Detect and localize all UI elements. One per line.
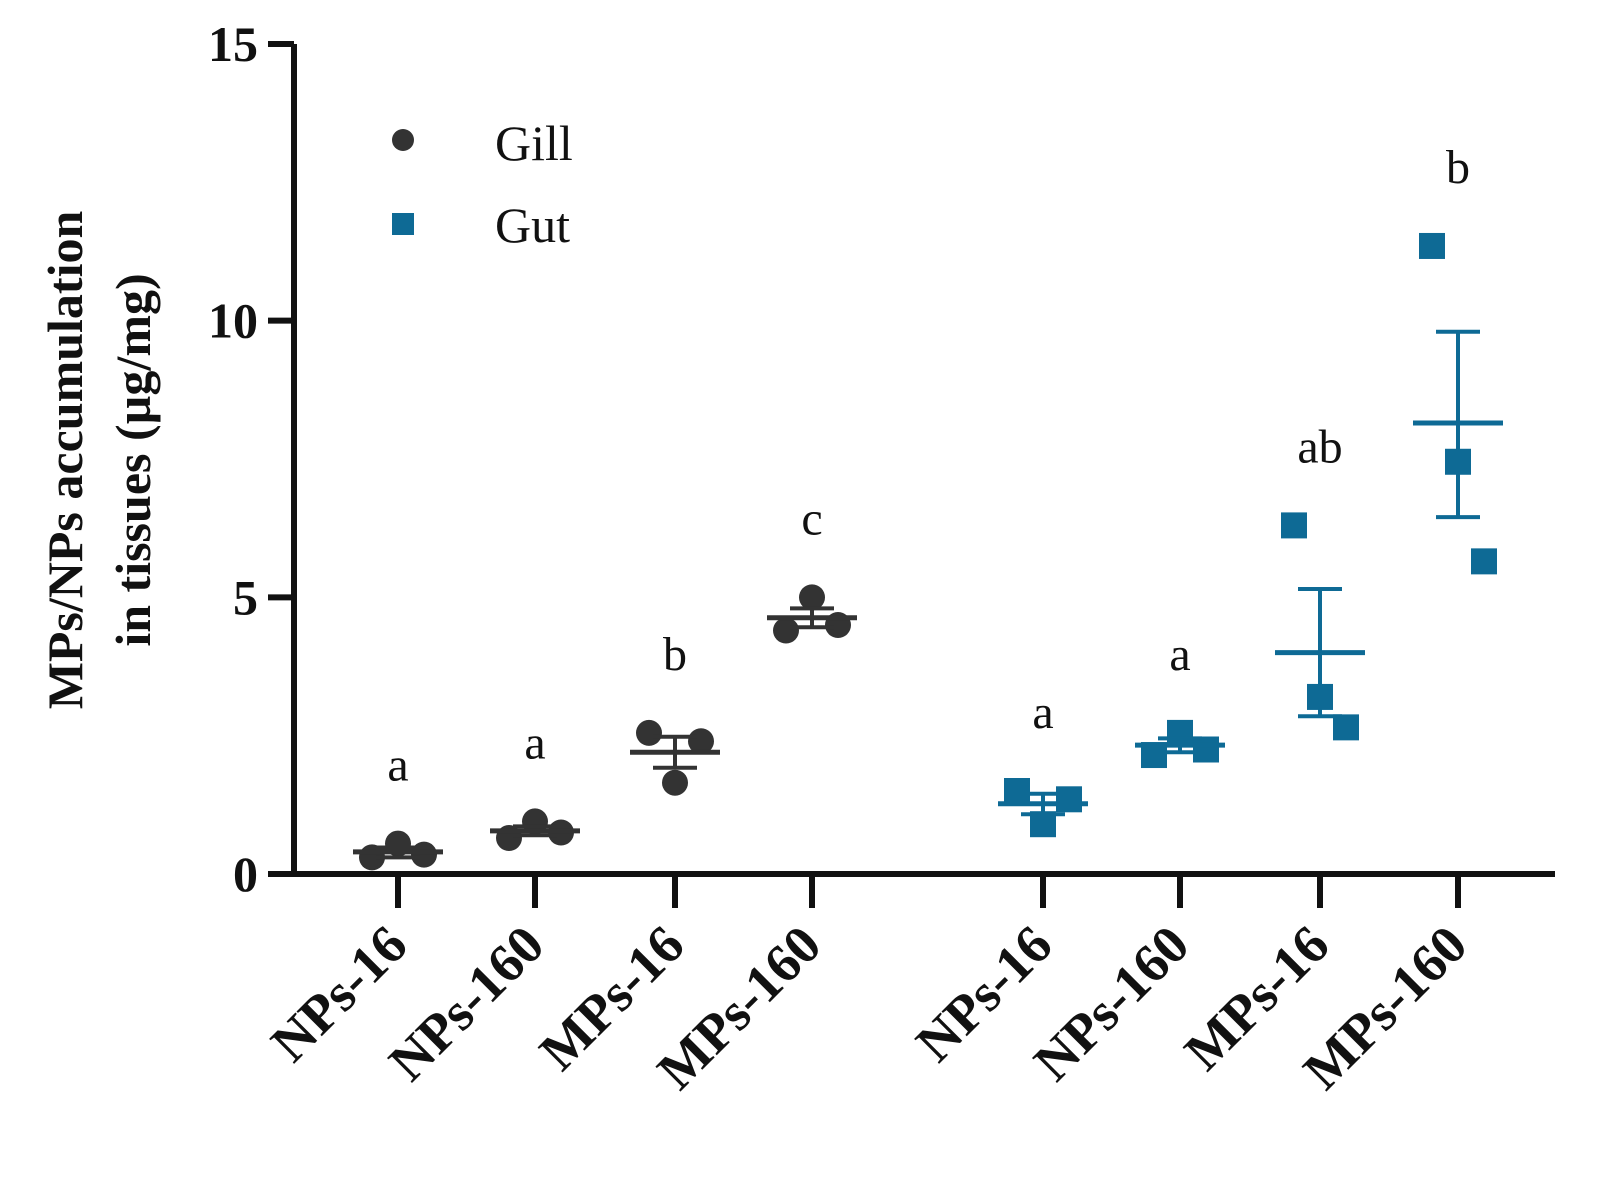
data-point-gut <box>1281 512 1307 539</box>
data-point-gut <box>1004 778 1030 804</box>
significance-label: a <box>1169 628 1190 681</box>
y-tick-label: 10 <box>208 293 258 349</box>
significance-label: a <box>387 739 408 792</box>
y-tick-label: 0 <box>233 846 258 902</box>
data-point-gill <box>799 584 825 611</box>
y-tick-label: 15 <box>208 16 258 72</box>
significance-label: a <box>1032 686 1053 739</box>
data-point-gill <box>636 719 662 746</box>
legend: Gill Gut <box>392 115 573 253</box>
legend-marker-gill <box>392 129 414 151</box>
x-tick-label: NPs-160 <box>1022 914 1200 1092</box>
legend-marker-gut <box>392 213 414 235</box>
significance-label: c <box>801 492 822 545</box>
y-axis-label-line2: in tissues (µg/mg) <box>105 273 161 646</box>
y-tick-label: 5 <box>233 569 258 625</box>
data-point-gill <box>688 728 714 755</box>
data-point-gut <box>1193 736 1219 763</box>
x-tick-label: NPs-160 <box>377 914 555 1092</box>
y-ticks: 0 5 10 15 <box>208 16 294 902</box>
data-point-gut <box>1419 232 1445 259</box>
data-point-gill <box>662 769 688 796</box>
data-point-gill <box>773 617 799 644</box>
y-axis-label-line1: MPs/NPs accumulation <box>37 211 93 710</box>
significance-label: b <box>663 628 687 681</box>
legend-label-gut: Gut <box>495 197 570 253</box>
significance-label: a <box>524 716 545 769</box>
significance-label: b <box>1446 141 1470 194</box>
data-point-gut <box>1056 786 1082 813</box>
data-point-gut <box>1333 714 1359 741</box>
legend-label-gill: Gill <box>495 115 573 171</box>
significance-label: ab <box>1297 420 1342 473</box>
data-point-gut <box>1471 548 1497 575</box>
